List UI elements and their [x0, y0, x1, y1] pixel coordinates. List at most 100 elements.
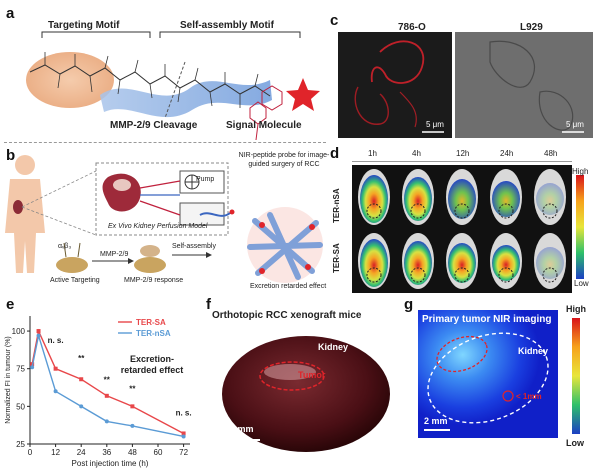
confocal-l929-image	[455, 32, 593, 138]
human-body-icon	[5, 155, 45, 273]
data-point-ter-nsa	[130, 423, 135, 428]
cell-line-786o-title: 786-O	[398, 22, 426, 33]
mmp-response-label: MMP-2/9 response	[124, 277, 184, 284]
colorbar-high-label: High	[572, 167, 589, 176]
panel-d: d 1h 4h 12h 24h 48h TER-nSA TER-SA	[330, 143, 599, 293]
colorbar	[576, 175, 584, 279]
panel-g: g Primary tumor NIR imaging Kidney	[400, 296, 599, 468]
time-label-1h: 1h	[368, 149, 377, 158]
mouse-image	[446, 233, 478, 289]
small-tumor-outline	[502, 390, 514, 402]
panel-b-label: b	[6, 147, 16, 164]
panel-c-label: c	[330, 12, 339, 29]
mechanism-diagram	[5, 155, 323, 283]
tumor-outline	[259, 361, 325, 391]
nir-high-label: High	[566, 304, 586, 314]
time-label-4h: 4h	[412, 149, 421, 158]
panel-a-label: a	[6, 5, 15, 22]
cell-line-l929-title: L929	[520, 22, 543, 33]
data-point-ter-nsa	[181, 434, 186, 439]
y-tick-label: 100	[12, 327, 26, 336]
data-point-ter-sa	[36, 329, 41, 334]
signal-molecule-label: Signal Molecule	[226, 120, 302, 131]
mouse-image	[358, 169, 390, 225]
legend-label-ter-nsa: TER-nSA	[136, 329, 171, 338]
x-tick-label: 24	[77, 448, 86, 457]
panel-g-label: g	[404, 296, 414, 313]
small-tumor-label: < 1mm	[516, 392, 542, 401]
kidney-outline	[427, 332, 549, 424]
data-point-ter-sa	[104, 393, 109, 398]
mouse-image	[402, 233, 434, 289]
y-tick-label: 50	[16, 402, 25, 411]
x-tick-label: 36	[102, 448, 111, 457]
legend-label-ter-sa: TER-SA	[136, 318, 166, 327]
data-point-ter-nsa	[53, 389, 58, 394]
y-tick-label: 75	[16, 365, 25, 374]
colorbar-low-label: Low	[574, 279, 589, 288]
mouse-image	[402, 169, 434, 225]
data-point-ter-sa	[79, 377, 84, 382]
time-label-48h: 48h	[544, 149, 558, 158]
panel-e-label: e	[6, 296, 15, 313]
scale-bar-l929-label: 5 μm	[566, 120, 584, 129]
kidney-label: Kidney	[318, 342, 349, 352]
targeting-motif-label: Targeting Motif	[48, 20, 120, 31]
significance-label: **	[104, 375, 111, 384]
kidney-scale-label: 2 mm	[230, 424, 254, 434]
integrin-label: αᵥβ₃	[58, 243, 72, 250]
active-targeting-label: Active Targeting	[50, 277, 100, 284]
self-assembly-motif-label: Self-assembly Motif	[180, 20, 274, 31]
significance-label: **	[78, 354, 85, 363]
colorbar-g	[572, 318, 580, 434]
mouse-image	[490, 169, 522, 225]
in-vivo-imaging	[352, 165, 584, 293]
x-tick-label: 60	[154, 448, 163, 457]
panel-d-label: d	[330, 145, 340, 162]
panel-e: e 0 12 24 36 48 60 72 25 50 75 100 Post injection t…	[0, 296, 200, 468]
time-label-24h: 24h	[500, 149, 514, 158]
probe-title-label: NIR-peptide probe for image-guided surge…	[238, 152, 330, 168]
pump-label: Pump	[196, 176, 215, 183]
data-point-ter-sa	[130, 404, 135, 409]
nir-title: Primary tumor NIR imaging	[422, 314, 552, 325]
significance-label: n. s.	[176, 408, 192, 417]
scale-bar-786o-label: 5 μm	[426, 120, 444, 129]
kidney-photo	[220, 306, 392, 458]
data-point-ter-nsa	[36, 333, 41, 338]
data-point-ter-nsa	[79, 404, 84, 409]
fluorescence-chart: 0 12 24 36 48 60 72 25 50 75 100 Post injection tim…	[5, 316, 192, 468]
panel-f: f Orthotopic RCC xenograft mice Kidney T…	[200, 296, 400, 468]
mouse-image	[534, 233, 566, 289]
significance-label: **	[129, 384, 136, 393]
mouse-image	[446, 169, 478, 225]
nir-scale-label: 2 mm	[424, 416, 448, 426]
x-tick-label: 12	[51, 448, 60, 457]
mouse-image	[534, 169, 566, 225]
x-tick-label: 48	[128, 448, 137, 457]
primary-tumor-outline	[436, 335, 488, 373]
mouse-image	[490, 233, 522, 289]
y-tick-label: 25	[16, 440, 25, 449]
data-point-ter-nsa	[104, 419, 109, 424]
step-self-assembly-label: Self-assembly	[172, 243, 216, 250]
confocal-786o-image	[338, 32, 452, 138]
time-label-12h: 12h	[456, 149, 470, 158]
data-point-ter-sa	[53, 366, 58, 371]
tumor-label: Tumor	[298, 370, 326, 380]
x-tick-label: 72	[179, 448, 188, 457]
data-point-ter-nsa	[30, 365, 35, 370]
nir-image	[418, 310, 580, 438]
y-axis-label: Normalized FI in tumour (%)	[5, 336, 12, 424]
significance-label: n. s.	[48, 336, 64, 345]
step-mmp-label: MMP-2/9	[100, 251, 129, 258]
data-point-ter-sa	[181, 431, 186, 436]
separator-line	[4, 142, 326, 143]
panel-f-label: f	[206, 296, 211, 313]
nir-kidney-label: Kidney	[518, 346, 549, 356]
x-tick-label: 0	[28, 448, 33, 457]
panel-c: c 786-O L929 5 μm 5 μm	[330, 0, 599, 140]
nir-low-label: Low	[566, 438, 584, 448]
perfusion-model-label: Ex Vivo Kidney Perfusion Model	[108, 223, 208, 230]
